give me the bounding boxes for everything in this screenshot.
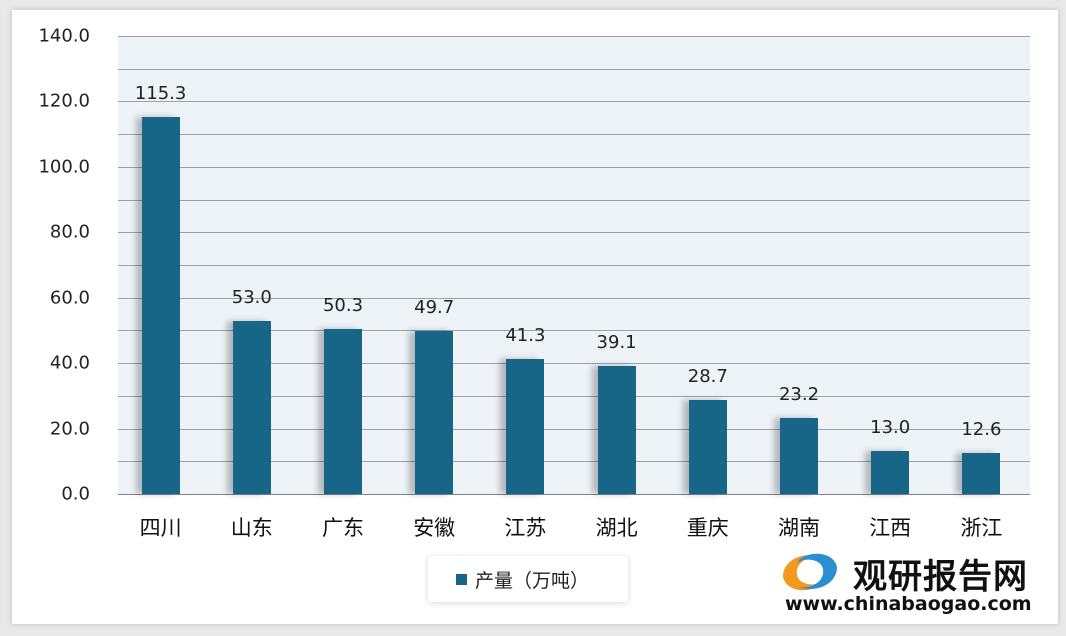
data-label: 28.7 bbox=[687, 366, 728, 388]
x-tick-label: 山东 bbox=[230, 516, 273, 540]
y-tick-label: 0.0 bbox=[61, 483, 90, 505]
legend-label: 产量（万吨） bbox=[475, 569, 590, 592]
gridline bbox=[118, 166, 1030, 168]
bar bbox=[780, 418, 818, 494]
gridline bbox=[118, 395, 1030, 397]
gridline bbox=[118, 265, 1030, 266]
watermark-url: www.chinabaogao.com bbox=[785, 593, 1032, 615]
x-tick-label: 浙江 bbox=[960, 516, 1003, 540]
x-axis-line bbox=[118, 494, 1030, 495]
data-label: 39.1 bbox=[596, 332, 637, 354]
x-tick-label: 湖北 bbox=[595, 516, 638, 540]
bar bbox=[232, 320, 271, 494]
watermark-logo: 观研报告网 www.chinabaogao.com bbox=[775, 545, 1045, 615]
bar bbox=[506, 358, 545, 494]
gridline bbox=[118, 232, 1030, 234]
x-tick-label: 江苏 bbox=[504, 516, 547, 540]
data-label: 50.3 bbox=[322, 295, 364, 317]
legend: 产量（万吨） bbox=[428, 556, 628, 602]
data-label: 41.3 bbox=[505, 324, 546, 346]
swirl-logo-icon bbox=[783, 553, 837, 591]
data-label: 12.6 bbox=[961, 418, 1002, 440]
x-tick-label: 广东 bbox=[322, 516, 364, 540]
x-tick-label: 安徽 bbox=[413, 516, 456, 540]
gridline bbox=[118, 68, 1030, 70]
y-tick-label: 140.0 bbox=[38, 25, 90, 47]
gridline bbox=[118, 461, 1030, 463]
y-tick-label: 80.0 bbox=[49, 221, 90, 243]
data-label: 23.2 bbox=[778, 384, 820, 406]
gridline bbox=[118, 101, 1030, 103]
data-label: 49.7 bbox=[414, 297, 455, 319]
gridline bbox=[118, 330, 1030, 332]
y-tick-label: 20.0 bbox=[49, 418, 90, 440]
watermark-brand: 观研报告网 bbox=[853, 557, 1028, 597]
gridline bbox=[118, 199, 1030, 201]
y-tick-label: 120.0 bbox=[38, 90, 90, 112]
bar bbox=[871, 451, 910, 494]
gridline bbox=[118, 134, 1030, 136]
bar bbox=[962, 452, 1001, 494]
data-label: 115.3 bbox=[134, 82, 187, 104]
bar bbox=[141, 116, 180, 494]
gridline bbox=[118, 363, 1030, 365]
bar bbox=[324, 329, 362, 494]
bar bbox=[597, 366, 636, 494]
y-tick-label: 100.0 bbox=[38, 156, 90, 178]
y-tick-label: 40.0 bbox=[49, 352, 90, 374]
x-tick-label: 重庆 bbox=[686, 516, 729, 540]
bar bbox=[415, 331, 454, 494]
bar bbox=[688, 400, 727, 494]
gridline bbox=[118, 428, 1030, 430]
legend-swatch bbox=[456, 573, 467, 585]
data-label: 13.0 bbox=[870, 417, 911, 439]
x-tick-label: 江西 bbox=[869, 516, 912, 540]
x-tick-label: 湖南 bbox=[778, 516, 820, 540]
y-tick-label: 60.0 bbox=[49, 287, 90, 309]
x-tick-label: 四川 bbox=[139, 516, 182, 540]
gridline bbox=[118, 36, 1030, 37]
data-label: 53.0 bbox=[231, 286, 272, 308]
gridline bbox=[118, 297, 1030, 299]
